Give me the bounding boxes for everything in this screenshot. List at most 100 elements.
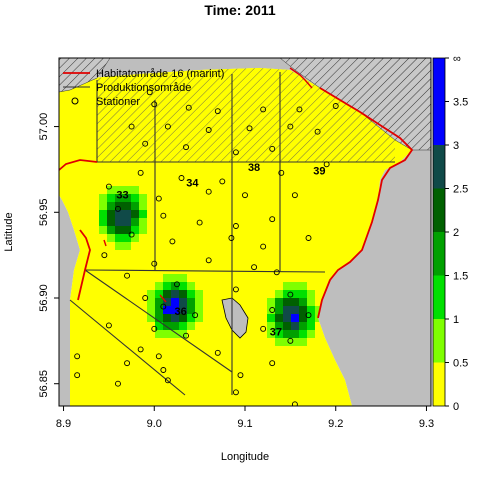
heat-cell	[83, 290, 91, 298]
heat-cell	[99, 234, 107, 242]
heat-cell	[171, 266, 179, 274]
heat-cell	[179, 202, 187, 210]
station-marker	[287, 291, 294, 298]
heat-cell	[179, 362, 187, 370]
heat-cell	[251, 322, 259, 330]
y-tick-label: 56.90	[38, 284, 50, 312]
heat-cell	[107, 298, 115, 306]
heat-cell	[307, 338, 315, 346]
heat-cell	[315, 186, 323, 194]
heat-cell	[67, 114, 75, 122]
heat-cell	[195, 250, 203, 258]
heat-cell	[323, 402, 331, 406]
heat-cell	[179, 226, 187, 234]
heat-cell	[131, 354, 139, 362]
station-marker	[232, 286, 239, 293]
heat-cell	[211, 226, 219, 234]
heat-cell	[331, 266, 339, 274]
heat-cell	[67, 90, 75, 98]
heat-cell	[83, 162, 91, 170]
station-marker	[287, 337, 294, 344]
heat-cell	[147, 186, 155, 194]
heat-cell	[211, 282, 219, 290]
heat-cell	[107, 362, 115, 370]
heat-cell	[315, 322, 323, 330]
heat-cell	[315, 338, 323, 346]
heat-cell	[299, 306, 307, 314]
heat-cell	[211, 402, 219, 406]
heat-cell	[339, 378, 347, 386]
heat-cell	[107, 194, 115, 202]
heat-cell	[83, 138, 91, 146]
heat-cell	[91, 162, 99, 170]
heat-cell	[323, 202, 331, 210]
heat-cell	[171, 274, 179, 282]
heat-cell	[307, 274, 315, 282]
heat-cell	[139, 394, 147, 402]
heat-cell	[147, 346, 155, 354]
heat-cell	[171, 306, 179, 314]
heat-cell	[179, 290, 187, 298]
heat-cell	[211, 202, 219, 210]
heat-cell	[307, 298, 315, 306]
heat-cell	[243, 346, 251, 354]
heat-cell	[251, 314, 259, 322]
heat-cell	[83, 82, 91, 90]
heat-cell	[355, 162, 363, 170]
heat-cell	[211, 322, 219, 330]
heat-cell	[115, 370, 123, 378]
heat-cell	[99, 306, 107, 314]
heat-cell	[323, 170, 331, 178]
heat-cell	[179, 242, 187, 250]
zone-label: 34	[186, 178, 199, 190]
x-axis: 8.9 9.0 9.1 9.2 9.3	[56, 406, 434, 430]
heat-cell	[355, 170, 363, 178]
heat-cell	[115, 402, 123, 406]
heat-cell	[67, 338, 75, 346]
heat-cell	[163, 346, 171, 354]
station-marker	[137, 169, 144, 176]
heat-cell	[323, 362, 331, 370]
station-marker	[291, 192, 298, 199]
heat-cell	[275, 274, 283, 282]
heat-cell	[131, 202, 139, 210]
heat-cell	[107, 314, 115, 322]
heat-cell	[91, 250, 99, 258]
heat-cell	[363, 170, 371, 178]
heat-cell	[83, 122, 91, 130]
heat-cell	[131, 282, 139, 290]
heat-cell	[219, 226, 227, 234]
heat-cell	[75, 202, 83, 210]
heat-cell	[123, 218, 131, 226]
heat-cell	[211, 354, 219, 362]
heat-cell	[339, 162, 347, 170]
station-marker	[305, 235, 312, 241]
heat-cell	[355, 226, 363, 234]
heat-cell	[275, 338, 283, 346]
heat-cell	[91, 210, 99, 218]
heat-cell	[299, 226, 307, 234]
heat-cell	[355, 210, 363, 218]
heat-cell	[283, 202, 291, 210]
heat-cell	[267, 162, 275, 170]
heat-cell	[67, 346, 75, 354]
heat-cell	[275, 266, 283, 274]
heat-cell	[195, 314, 203, 322]
heat-cell	[139, 226, 147, 234]
heat-cell	[83, 402, 91, 406]
heat-cell	[195, 338, 203, 346]
zone-labels: 33 34 38 39 36 37	[116, 162, 325, 339]
habitat-line-2	[103, 67, 313, 303]
colorbar-segment	[433, 58, 445, 102]
heat-cell	[83, 386, 91, 394]
heat-cell	[67, 370, 75, 378]
heat-cell	[299, 170, 307, 178]
heat-cell	[251, 162, 259, 170]
colorbar-label: 1.5	[453, 271, 468, 283]
heat-cell	[315, 194, 323, 202]
x-tick-label: 9.0	[147, 418, 162, 430]
heat-cell	[107, 210, 115, 218]
heat-cell	[195, 362, 203, 370]
heat-cell	[147, 306, 155, 314]
heat-cell	[187, 370, 195, 378]
